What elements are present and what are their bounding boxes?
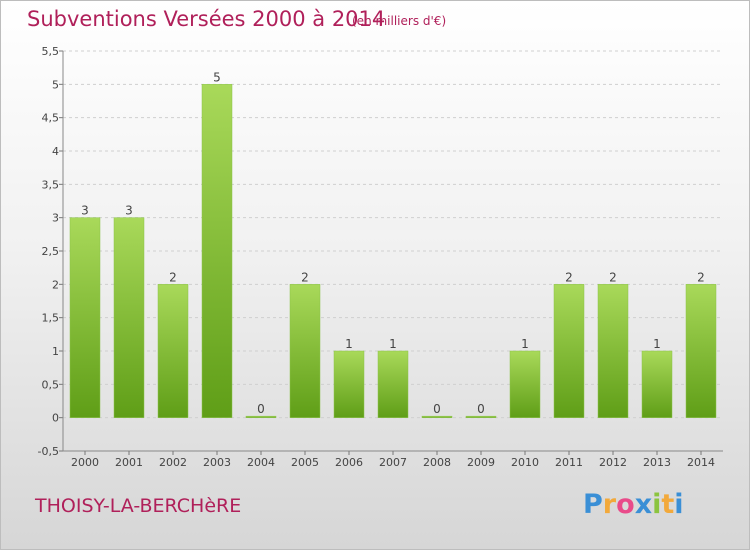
bar xyxy=(113,217,145,418)
data-label: 3 xyxy=(125,204,133,218)
logo-letter: i xyxy=(652,489,662,520)
x-tick-label: 2004 xyxy=(247,456,275,469)
bar xyxy=(245,415,277,418)
data-label: 1 xyxy=(389,337,397,351)
commune-name: THOISY-LA-BERCHèRE xyxy=(35,495,242,517)
bar xyxy=(157,284,189,418)
bar xyxy=(333,350,365,418)
data-label: 2 xyxy=(169,270,177,284)
x-tick-label: 2007 xyxy=(379,456,407,469)
y-tick-label: 3 xyxy=(52,212,59,225)
x-tick-label: 2001 xyxy=(115,456,143,469)
chart-title: Subventions Versées 2000 à 2014 xyxy=(27,7,386,31)
x-tick-label: 2010 xyxy=(511,456,539,469)
data-label: 2 xyxy=(697,270,705,284)
data-label: 1 xyxy=(521,337,529,351)
x-tick-label: 2011 xyxy=(555,456,583,469)
data-label: 1 xyxy=(345,337,353,351)
x-tick-label: 2012 xyxy=(599,456,627,469)
bars xyxy=(69,84,717,418)
bar xyxy=(641,350,673,418)
bar xyxy=(69,217,101,418)
bar xyxy=(509,350,541,418)
logo-letter: P xyxy=(583,489,603,520)
data-labels: 3 3 2 5 0 2 1 1 0 0 1 2 2 1 2 xyxy=(81,70,705,416)
x-tick-label: 2013 xyxy=(643,456,671,469)
proxiti-logo: Proxiti xyxy=(583,489,684,520)
y-tick-label: 1,5 xyxy=(42,312,60,325)
data-label: 5 xyxy=(213,70,221,84)
data-label: 0 xyxy=(257,402,265,416)
bar xyxy=(289,284,321,418)
data-label: 0 xyxy=(477,402,485,416)
bar xyxy=(553,284,585,418)
data-label: 0 xyxy=(433,402,441,416)
logo-letter: i xyxy=(674,489,684,520)
x-tick-label: 2003 xyxy=(203,456,231,469)
bar xyxy=(465,415,497,418)
y-tick-label: 2,5 xyxy=(42,245,60,258)
x-tick-label: 2009 xyxy=(467,456,495,469)
x-tick-label: 2005 xyxy=(291,456,319,469)
y-tick-label: 5,5 xyxy=(42,45,60,58)
y-tick-label: 0 xyxy=(52,412,59,425)
data-label: 2 xyxy=(565,270,573,284)
y-tick-label: 3,5 xyxy=(42,178,60,191)
y-tick-label: 1 xyxy=(52,345,59,358)
x-tick-label: 2002 xyxy=(159,456,187,469)
bar xyxy=(201,84,233,418)
y-tick-label: 4 xyxy=(52,145,59,158)
logo-letter: o xyxy=(616,489,635,520)
x-tick-label: 2006 xyxy=(335,456,363,469)
data-label: 2 xyxy=(301,270,309,284)
x-tick-label: 2000 xyxy=(71,456,99,469)
logo-letter: t xyxy=(661,489,675,520)
data-label: 1 xyxy=(653,337,661,351)
chart-subtitle: (en milliers d'€) xyxy=(352,14,447,28)
logo-letter: r xyxy=(602,489,617,520)
bar xyxy=(377,350,409,418)
bar xyxy=(685,284,717,418)
y-tick-label: 5 xyxy=(52,78,59,91)
bar xyxy=(421,415,453,418)
y-tick-label: -0,5 xyxy=(38,445,59,458)
logo-letter: x xyxy=(634,489,653,520)
x-tick-label: 2008 xyxy=(423,456,451,469)
data-label: 3 xyxy=(81,204,89,218)
x-tick-label: 2014 xyxy=(687,456,715,469)
bar xyxy=(597,284,629,418)
y-tick-label: 4,5 xyxy=(42,112,60,125)
y-tick-label: 2 xyxy=(52,278,59,291)
data-label: 2 xyxy=(609,270,617,284)
y-tick-label: 0,5 xyxy=(42,378,60,391)
